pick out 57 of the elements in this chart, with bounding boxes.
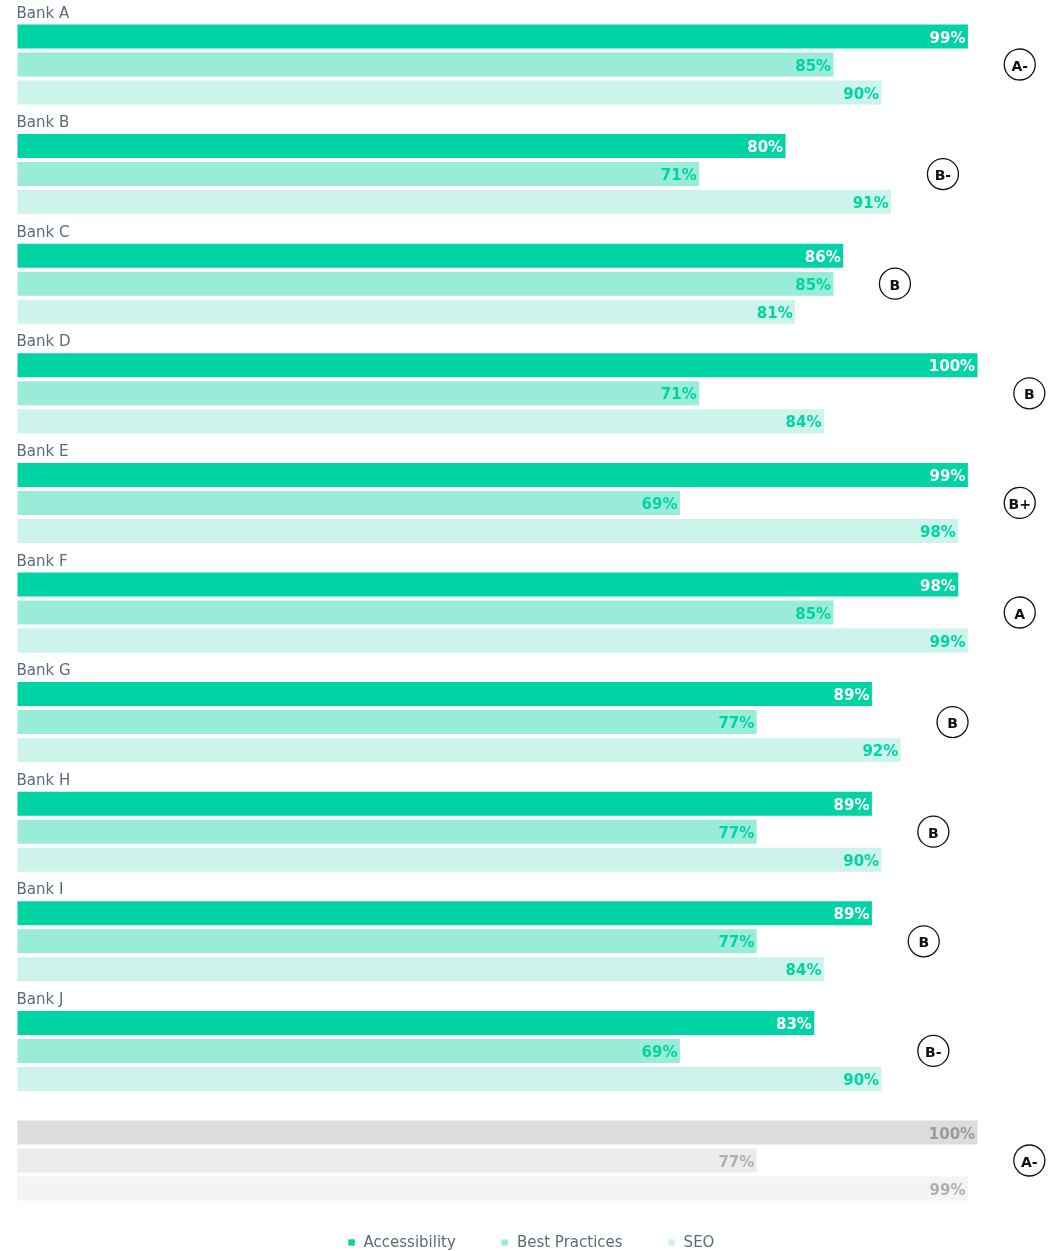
- text: A: [1014, 605, 1026, 622]
- annotation: B: [918, 934, 930, 951]
- y-tick-label: Bank H: [16, 770, 71, 789]
- data-label: 80%: [747, 138, 784, 157]
- y-tick-label: Bank A: [16, 3, 70, 22]
- data-label: 69%: [641, 494, 678, 513]
- data-label: 89%: [833, 686, 870, 705]
- data-label: 86%: [804, 247, 841, 266]
- data-label: 100%: [928, 1124, 976, 1143]
- data-label: 90%: [843, 1070, 880, 1089]
- y-tick-label: Bank D: [16, 332, 71, 351]
- data-label: 83%: [776, 1014, 812, 1033]
- y-tick-label: Bank G: [16, 661, 71, 680]
- data-label: 99%: [929, 466, 966, 485]
- data-label: 69%: [641, 1042, 678, 1061]
- data-label: 77%: [718, 933, 755, 952]
- data-label: 98%: [920, 522, 956, 541]
- y-tick-label: Bank J: [16, 989, 64, 1008]
- y-tick-label: Bank F: [16, 551, 68, 570]
- data-label: 89%: [833, 795, 870, 814]
- annotation: B-: [925, 1043, 942, 1060]
- data-label: 99%: [929, 28, 966, 47]
- y-tick-label: Bank B: [16, 113, 70, 132]
- legend-label: Accessibility: [363, 1233, 456, 1251]
- data-label: 77%: [718, 1152, 755, 1171]
- y-tick-label: Bank I: [16, 880, 64, 899]
- data-label: 90%: [843, 84, 880, 103]
- legend-label: Best Practices: [516, 1233, 623, 1251]
- y-tick-label: Bank C: [16, 222, 70, 241]
- y-tick-label: Bank E: [16, 441, 69, 460]
- data-label: 89%: [833, 905, 870, 924]
- data-label: 99%: [929, 632, 966, 651]
- data-label: 77%: [718, 823, 755, 842]
- annotation: B-: [934, 167, 952, 184]
- data-label: 99%: [929, 1180, 966, 1199]
- data-label: 84%: [785, 413, 822, 432]
- data-label: 84%: [785, 961, 822, 980]
- data-label: 85%: [795, 275, 832, 294]
- data-label: 85%: [795, 56, 832, 75]
- annotation: B: [947, 715, 958, 732]
- data-label: 91%: [852, 194, 889, 213]
- data-label: 71%: [660, 166, 697, 185]
- data-label: 77%: [718, 714, 755, 733]
- text: A-: [1011, 57, 1029, 74]
- text: A-: [1021, 1153, 1038, 1170]
- legend-label: SEO: [683, 1233, 715, 1251]
- data-label: 100%: [928, 357, 976, 376]
- annotation: B: [889, 276, 901, 293]
- text: B: [1024, 386, 1035, 403]
- data-label: 85%: [795, 604, 832, 623]
- annotation: B: [928, 824, 939, 841]
- data-label: 71%: [660, 385, 697, 404]
- data-label: 81%: [756, 303, 793, 322]
- data-label: 92%: [862, 742, 899, 761]
- text: B+: [1008, 495, 1031, 512]
- data-label: 98%: [920, 576, 956, 595]
- data-label: 90%: [843, 851, 880, 870]
